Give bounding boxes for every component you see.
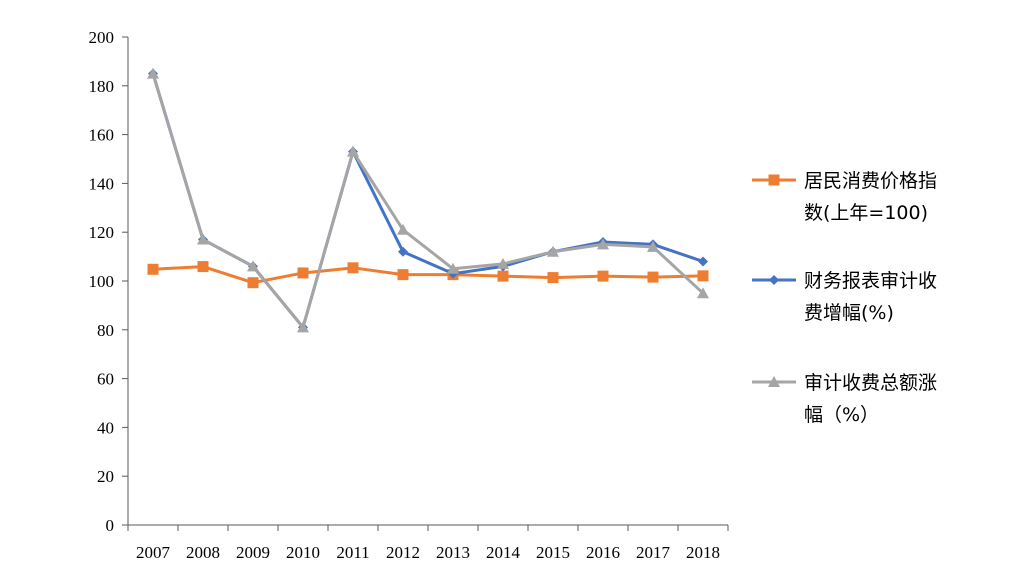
legend-label: 费增幅(%) (804, 302, 894, 324)
axes: 0 20 40 60 80 100 120 140 160 180 200 2007 2008 2009 2… (89, 28, 729, 562)
x-tick-label: 2008 (186, 543, 220, 562)
y-tick-label: 20 (97, 467, 114, 486)
data-point (197, 233, 209, 245)
series-line (151, 73, 705, 329)
data-point (147, 263, 159, 275)
x-tick-label: 2018 (686, 543, 720, 562)
y-tick-label: 120 (89, 223, 115, 242)
y-tick-label: 160 (89, 126, 115, 145)
data-point (147, 67, 159, 79)
legend-label: 数(上年=100) (804, 202, 928, 224)
data-point (447, 262, 459, 274)
data-point (597, 270, 609, 282)
legend-label: 审计收费总额涨 (804, 372, 937, 394)
legend-label: 居民消费价格指 (804, 170, 937, 192)
x-tick-label: 2011 (336, 543, 369, 562)
y-tick-label: 100 (89, 272, 115, 291)
data-point (347, 145, 359, 157)
legend-label: 财务报表审计收 (804, 270, 937, 292)
data-point (547, 272, 559, 284)
series-1 (147, 261, 709, 289)
series-layer (147, 67, 709, 333)
legend-label: 幅（%） (804, 404, 879, 426)
y-tick-label: 60 (97, 370, 114, 389)
data-point (297, 267, 309, 279)
x-tick-label: 2014 (486, 543, 521, 562)
data-point (297, 321, 309, 333)
data-point (597, 238, 609, 250)
x-tick-label: 2016 (586, 543, 620, 562)
data-point (397, 223, 409, 235)
legend-marker (768, 376, 780, 387)
x-tick-label: 2012 (386, 543, 420, 562)
series-2 (148, 68, 708, 333)
series-3 (147, 67, 709, 333)
data-point (398, 246, 408, 257)
series-line (152, 265, 704, 285)
x-tick-label: 2010 (286, 543, 320, 562)
y-tick-label: 0 (106, 516, 115, 535)
legend-marker (768, 174, 780, 186)
data-point (647, 240, 659, 252)
y-tick-label: 180 (89, 77, 115, 96)
x-tick-label: 2013 (436, 543, 470, 562)
data-point (547, 245, 559, 257)
data-point (347, 262, 359, 274)
data-point (247, 277, 259, 289)
data-point (697, 287, 709, 299)
data-point (397, 269, 409, 281)
legend-marker (769, 275, 779, 285)
data-point (698, 256, 708, 267)
series-line (151, 73, 704, 329)
x-tick-label: 2007 (136, 543, 171, 562)
data-point (497, 270, 509, 282)
data-point (697, 270, 709, 282)
data-point (497, 257, 509, 269)
y-tick-label: 200 (89, 28, 115, 47)
x-tick-label: 2009 (236, 543, 270, 562)
data-point (247, 260, 259, 272)
x-tick-label: 2017 (636, 543, 671, 562)
y-tick-label: 80 (97, 321, 114, 340)
y-tick-label: 140 (89, 174, 115, 193)
y-tick-label: 40 (97, 418, 114, 437)
data-point (197, 261, 209, 273)
x-tick-label: 2015 (536, 543, 570, 562)
data-point (647, 271, 659, 283)
